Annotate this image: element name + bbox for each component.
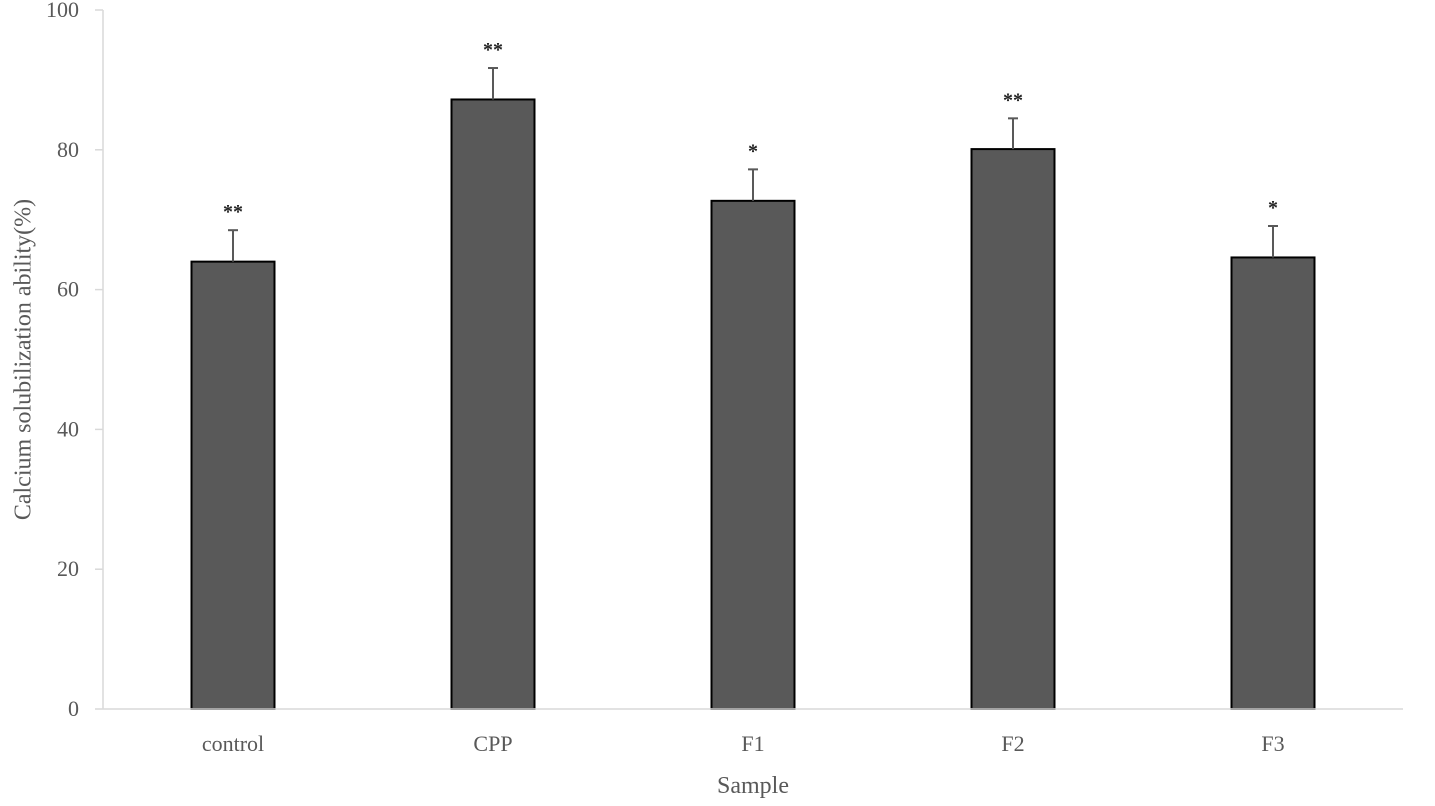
y-tick-label: 20 xyxy=(57,556,79,581)
x-axis-ticks: control CPP F1 F2 F3 xyxy=(202,731,1285,756)
y-tick-label: 60 xyxy=(57,277,79,302)
significance-marker: * xyxy=(1268,197,1278,219)
y-tick-label: 100 xyxy=(46,0,79,22)
significance-marker: ** xyxy=(483,39,503,61)
x-tick-label: F1 xyxy=(741,731,764,756)
x-axis-title: Sample xyxy=(717,773,789,799)
error-bar-f3 xyxy=(1268,224,1278,258)
axes xyxy=(102,10,1403,710)
significance-marker: ** xyxy=(1003,89,1023,111)
bar-cpp xyxy=(450,98,536,711)
error-bar-control xyxy=(228,229,238,262)
error-bar-f2 xyxy=(1008,117,1018,150)
significance-marker: * xyxy=(748,140,758,162)
x-tick-label: CPP xyxy=(473,731,512,756)
bar-control xyxy=(190,260,276,710)
y-tick-label: 0 xyxy=(68,696,79,721)
error-bar-cpp xyxy=(488,67,498,100)
x-tick-label: F2 xyxy=(1001,731,1024,756)
error-bars xyxy=(228,67,1278,262)
significance-markers: ******** xyxy=(223,39,1278,223)
y-axis-title: Calcium solubilization ability(%) xyxy=(10,199,36,520)
y-tick-label: 80 xyxy=(57,137,79,162)
error-bar-f1 xyxy=(748,168,758,201)
x-tick-label: F3 xyxy=(1261,731,1284,756)
y-axis-ticks: 0 20 40 60 80 100 xyxy=(46,0,103,721)
y-tick-label: 40 xyxy=(57,416,79,441)
significance-marker: ** xyxy=(223,201,243,223)
bar-f3 xyxy=(1230,256,1316,710)
bar-f2 xyxy=(970,148,1056,710)
bar-f1 xyxy=(710,199,796,710)
x-tick-label: control xyxy=(202,731,264,756)
